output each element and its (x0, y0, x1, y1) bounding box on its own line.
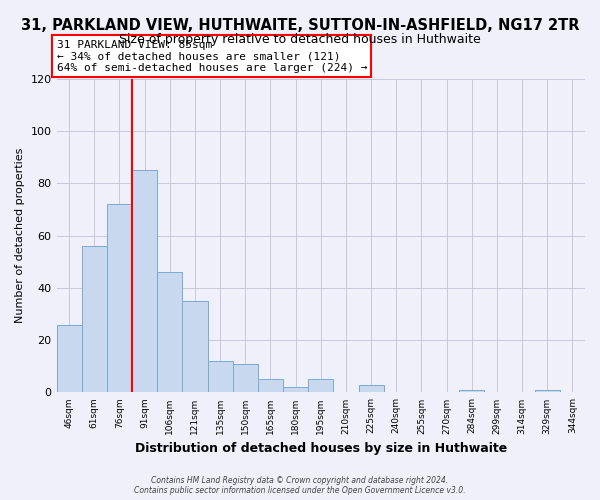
Text: Size of property relative to detached houses in Huthwaite: Size of property relative to detached ho… (119, 32, 481, 46)
Bar (233, 364, 258, 392)
Y-axis label: Number of detached properties: Number of detached properties (15, 148, 25, 324)
Text: 31 PARKLAND VIEW: 85sqm
← 34% of detached houses are smaller (121)
64% of semi-d: 31 PARKLAND VIEW: 85sqm ← 34% of detache… (56, 40, 367, 72)
Bar (132, 170, 157, 392)
Bar (107, 204, 132, 392)
Bar (308, 380, 334, 392)
Text: Contains HM Land Registry data © Crown copyright and database right 2024.
Contai: Contains HM Land Registry data © Crown c… (134, 476, 466, 495)
Bar (359, 384, 383, 392)
Bar (208, 361, 233, 392)
Bar (535, 390, 560, 392)
Bar (56, 324, 82, 392)
X-axis label: Distribution of detached houses by size in Huthwaite: Distribution of detached houses by size … (134, 442, 507, 455)
Bar (182, 301, 208, 392)
Bar (459, 390, 484, 392)
Text: 31, PARKLAND VIEW, HUTHWAITE, SUTTON-IN-ASHFIELD, NG17 2TR: 31, PARKLAND VIEW, HUTHWAITE, SUTTON-IN-… (21, 18, 579, 32)
Bar (258, 380, 283, 392)
Bar (82, 246, 107, 392)
Bar (283, 387, 308, 392)
Bar (157, 272, 182, 392)
